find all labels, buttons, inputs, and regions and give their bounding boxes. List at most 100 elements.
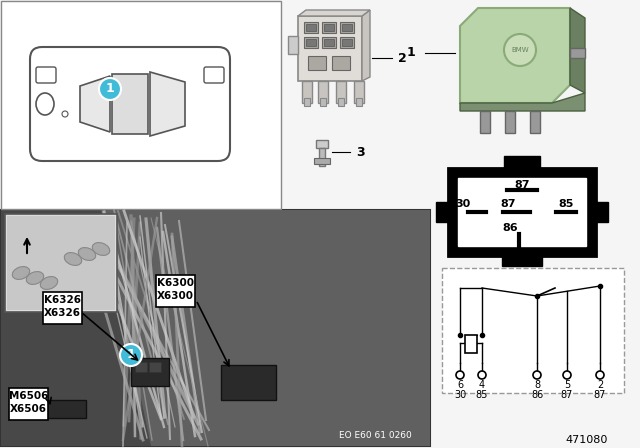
Bar xyxy=(320,98,326,106)
Text: 1: 1 xyxy=(127,349,136,362)
Ellipse shape xyxy=(26,271,44,284)
Bar xyxy=(302,81,312,103)
FancyBboxPatch shape xyxy=(36,67,56,83)
Bar xyxy=(1,210,430,446)
Bar xyxy=(149,362,161,372)
Bar xyxy=(504,156,540,170)
Text: 87: 87 xyxy=(561,390,573,400)
Text: 85: 85 xyxy=(558,199,573,209)
FancyBboxPatch shape xyxy=(30,47,230,161)
Bar xyxy=(480,111,490,133)
Bar xyxy=(530,111,540,133)
Bar xyxy=(342,39,352,46)
Bar xyxy=(112,74,148,134)
Bar xyxy=(340,22,354,33)
Ellipse shape xyxy=(40,276,58,289)
Bar xyxy=(322,37,336,48)
Circle shape xyxy=(563,371,571,379)
Circle shape xyxy=(596,371,604,379)
Text: 86: 86 xyxy=(531,390,543,400)
Circle shape xyxy=(120,344,142,366)
Text: 87: 87 xyxy=(500,199,516,209)
Polygon shape xyxy=(80,76,110,132)
Bar xyxy=(288,36,298,54)
Bar xyxy=(324,39,334,46)
Text: 8: 8 xyxy=(534,380,540,390)
Text: EO E60 61 0260: EO E60 61 0260 xyxy=(339,431,412,440)
Bar xyxy=(338,98,344,106)
Bar xyxy=(505,111,515,133)
Bar xyxy=(448,168,596,256)
Polygon shape xyxy=(150,72,185,136)
Text: 30: 30 xyxy=(456,199,470,209)
Bar xyxy=(465,335,477,353)
Bar xyxy=(221,365,276,400)
Text: 6: 6 xyxy=(457,380,463,390)
Polygon shape xyxy=(570,8,585,93)
Bar xyxy=(356,98,362,106)
Bar xyxy=(1,1,281,209)
Bar xyxy=(354,81,364,103)
Text: 3: 3 xyxy=(356,146,365,159)
Bar xyxy=(436,202,450,222)
Bar xyxy=(502,254,542,266)
Circle shape xyxy=(504,34,536,66)
Polygon shape xyxy=(460,93,585,111)
Text: X6300: X6300 xyxy=(157,291,194,301)
Text: X6506: X6506 xyxy=(10,404,47,414)
Text: 87: 87 xyxy=(515,180,530,190)
Text: 86: 86 xyxy=(502,223,518,233)
Ellipse shape xyxy=(12,267,29,280)
Bar xyxy=(314,158,330,164)
Bar xyxy=(1,210,430,446)
FancyBboxPatch shape xyxy=(204,67,224,83)
Bar xyxy=(594,202,608,222)
Text: 4: 4 xyxy=(479,380,485,390)
Bar xyxy=(304,98,310,106)
Circle shape xyxy=(62,111,68,117)
Polygon shape xyxy=(460,8,570,103)
Ellipse shape xyxy=(64,253,82,265)
Polygon shape xyxy=(101,210,430,446)
Text: 2: 2 xyxy=(398,52,407,65)
Bar xyxy=(43,292,82,324)
Bar xyxy=(318,81,328,103)
Text: BMW: BMW xyxy=(511,47,529,53)
Bar xyxy=(442,268,624,393)
Bar xyxy=(306,24,316,31)
Text: K6300: K6300 xyxy=(157,278,194,288)
Bar xyxy=(306,39,316,46)
Ellipse shape xyxy=(92,242,109,255)
Text: 30: 30 xyxy=(454,390,466,400)
Bar xyxy=(5,214,117,312)
Bar xyxy=(316,140,328,148)
Text: M6506: M6506 xyxy=(9,391,48,401)
Circle shape xyxy=(478,371,486,379)
Text: 85: 85 xyxy=(476,390,488,400)
Bar xyxy=(342,24,352,31)
Bar xyxy=(308,56,326,70)
Bar xyxy=(319,148,325,166)
Bar xyxy=(156,275,195,307)
Bar xyxy=(298,16,362,81)
Ellipse shape xyxy=(78,248,96,260)
Text: 1: 1 xyxy=(106,82,115,95)
Text: 87: 87 xyxy=(594,390,606,400)
Bar xyxy=(7,216,115,310)
Text: 2: 2 xyxy=(597,380,603,390)
Bar xyxy=(336,81,346,103)
Bar xyxy=(322,22,336,33)
Bar xyxy=(304,22,318,33)
Bar xyxy=(41,400,86,418)
Bar xyxy=(131,358,169,386)
Text: K6326: K6326 xyxy=(44,295,81,305)
Bar xyxy=(135,362,147,372)
Bar xyxy=(340,37,354,48)
Text: 1: 1 xyxy=(406,47,415,60)
Polygon shape xyxy=(362,10,370,81)
Bar xyxy=(570,48,585,58)
Bar xyxy=(9,388,48,420)
Text: 5: 5 xyxy=(564,380,570,390)
Circle shape xyxy=(533,371,541,379)
Circle shape xyxy=(456,371,464,379)
